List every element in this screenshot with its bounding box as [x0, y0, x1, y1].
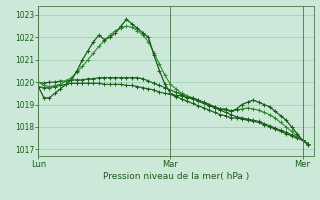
- X-axis label: Pression niveau de la mer( hPa ): Pression niveau de la mer( hPa ): [103, 172, 249, 181]
